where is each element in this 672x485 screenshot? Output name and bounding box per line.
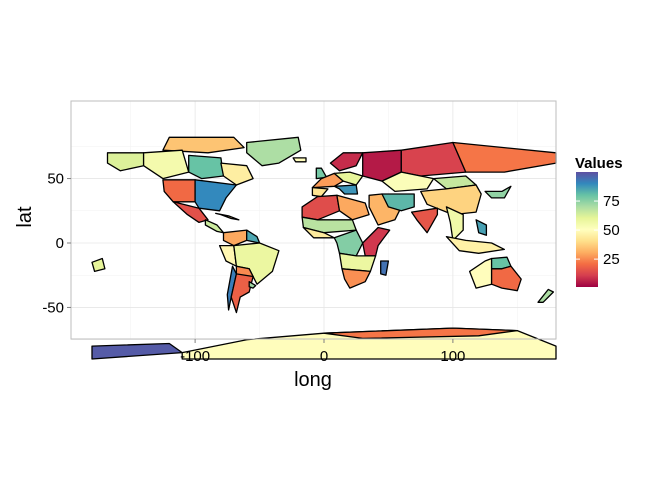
legend-title: Values — [575, 155, 623, 172]
region-iceland — [292, 157, 307, 163]
region-kazakhstan — [381, 171, 435, 193]
region-north-africa-east — [336, 194, 370, 221]
region-caribbean — [215, 212, 240, 221]
region-antarctica-east — [323, 327, 518, 340]
region-hudson-region — [188, 154, 225, 180]
legend-ticks: 25 50 75 — [576, 193, 620, 268]
region-australia-east — [490, 265, 522, 292]
region-chile — [226, 265, 238, 311]
region-philippines — [475, 219, 488, 236]
regions-layer — [91, 136, 557, 360]
region-korea-japan — [484, 185, 512, 199]
region-usa-east — [194, 179, 238, 212]
region-arctic-canada — [162, 136, 245, 154]
region-italy-balkans — [333, 184, 359, 195]
region-greenland-area — [246, 136, 302, 167]
region-canada-west — [142, 149, 190, 180]
region-colombia-venezuela — [222, 229, 248, 247]
region-central-europe — [333, 171, 364, 186]
region-southern-africa-north — [338, 252, 377, 273]
x-tick-label: -100 — [180, 348, 210, 365]
x-axis-title: long — [294, 369, 332, 391]
region-scandinavia — [329, 152, 364, 172]
y-axis-title: lat — [14, 206, 36, 228]
region-mexico — [172, 201, 209, 224]
y-tick-label: 0 — [56, 235, 64, 252]
x-tick-label: 100 — [440, 348, 465, 365]
legend-colorbar — [576, 172, 598, 287]
region-madagascar — [380, 260, 390, 276]
panel-border — [70, 100, 557, 340]
region-usa-west — [162, 179, 196, 203]
y-axis: -50 0 50 — [42, 171, 71, 316]
x-axis: -100 0 100 — [180, 339, 465, 365]
y-tick-label: 50 — [47, 171, 64, 188]
region-russia-central — [400, 141, 467, 177]
region-southeast-asia — [445, 206, 464, 242]
region-canada-east — [220, 162, 254, 186]
legend-tick-label: 50 — [603, 222, 620, 239]
region-argentina — [230, 273, 254, 314]
region-india — [410, 207, 439, 234]
y-tick-label: -50 — [42, 299, 64, 316]
region-china — [420, 184, 482, 216]
region-iran-afghanistan — [381, 193, 415, 212]
region-new-zealand — [537, 288, 555, 303]
region-pacific-islands-east — [91, 257, 106, 273]
region-indonesia — [445, 235, 506, 254]
region-uruguay — [248, 281, 257, 289]
region-alaska — [106, 152, 145, 172]
legend-tick-label: 75 — [603, 193, 620, 210]
x-tick-label: 0 — [320, 348, 328, 365]
legend-tick-label: 25 — [603, 251, 620, 268]
legend: Values 25 50 75 — [575, 155, 623, 287]
region-central-america — [204, 219, 225, 234]
region-southern-africa-south — [341, 268, 372, 289]
region-russia-east — [452, 141, 557, 173]
